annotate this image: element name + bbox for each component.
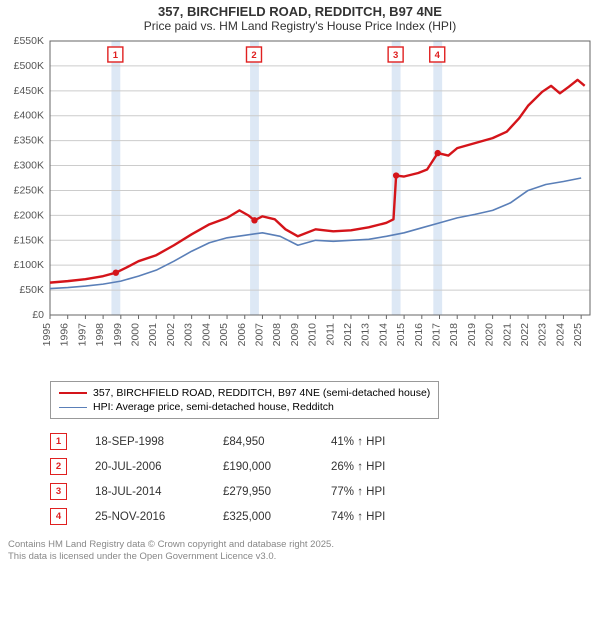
- legend-label: HPI: Average price, semi-detached house,…: [93, 401, 334, 413]
- svg-text:2023: 2023: [537, 323, 549, 347]
- sale-row: 4 25-NOV-2016 £325,000 74% ↑ HPI: [50, 504, 600, 529]
- legend-swatch: [59, 407, 87, 408]
- price-chart: £0 £50K £100K £150K £200K £250K £300K £350K £400…: [0, 35, 600, 375]
- sale-marker: 1: [50, 433, 67, 450]
- chart-container: 357, BIRCHFIELD ROAD, REDDITCH, B97 4NE …: [0, 0, 600, 564]
- sale-price: £325,000: [223, 511, 303, 523]
- svg-text:2017: 2017: [431, 323, 443, 347]
- svg-text:£550K: £550K: [14, 35, 44, 47]
- svg-text:£0: £0: [32, 309, 44, 321]
- svg-text:2005: 2005: [218, 323, 230, 347]
- svg-text:£250K: £250K: [14, 184, 44, 196]
- sale-pct: 26% ↑ HPI: [331, 461, 411, 473]
- svg-text:1999: 1999: [112, 323, 124, 347]
- svg-text:2012: 2012: [342, 323, 354, 347]
- sale-date: 18-SEP-1998: [95, 436, 195, 448]
- svg-text:2: 2: [251, 50, 256, 61]
- svg-text:1: 1: [113, 50, 119, 61]
- title-block: 357, BIRCHFIELD ROAD, REDDITCH, B97 4NE …: [0, 0, 600, 35]
- sale-row: 2 20-JUL-2006 £190,000 26% ↑ HPI: [50, 454, 600, 479]
- svg-text:1995: 1995: [41, 323, 53, 347]
- legend-row: HPI: Average price, semi-detached house,…: [59, 400, 430, 414]
- svg-text:2016: 2016: [413, 323, 425, 347]
- svg-text:2001: 2001: [147, 323, 159, 347]
- footnote-line2: This data is licensed under the Open Gov…: [8, 551, 592, 563]
- svg-text:2020: 2020: [484, 323, 496, 347]
- svg-text:1997: 1997: [76, 323, 88, 347]
- svg-text:2022: 2022: [519, 323, 531, 347]
- svg-text:£400K: £400K: [14, 110, 44, 122]
- svg-text:2014: 2014: [377, 323, 389, 347]
- title-main: 357, BIRCHFIELD ROAD, REDDITCH, B97 4NE: [0, 4, 600, 19]
- svg-text:2010: 2010: [307, 323, 319, 347]
- title-sub: Price paid vs. HM Land Registry's House …: [0, 19, 600, 33]
- svg-text:£350K: £350K: [14, 135, 44, 147]
- sales-table: 1 18-SEP-1998 £84,950 41% ↑ HPI 2 20-JUL-2006…: [50, 429, 600, 529]
- sale-pct: 77% ↑ HPI: [331, 486, 411, 498]
- sale-price: £279,950: [223, 486, 303, 498]
- sale-marker: 4: [50, 508, 67, 525]
- svg-text:2024: 2024: [554, 323, 566, 347]
- svg-text:2007: 2007: [253, 323, 265, 347]
- svg-text:£500K: £500K: [14, 60, 44, 72]
- svg-text:2015: 2015: [395, 323, 407, 347]
- svg-text:3: 3: [393, 50, 398, 61]
- svg-text:2018: 2018: [448, 323, 460, 347]
- sale-marker: 2: [50, 458, 67, 475]
- svg-text:2000: 2000: [130, 323, 142, 347]
- svg-text:1998: 1998: [94, 323, 106, 347]
- svg-text:2004: 2004: [200, 323, 212, 347]
- svg-text:2025: 2025: [572, 323, 584, 347]
- svg-text:2003: 2003: [183, 323, 195, 347]
- legend-row: 357, BIRCHFIELD ROAD, REDDITCH, B97 4NE …: [59, 386, 430, 400]
- svg-text:2011: 2011: [324, 323, 336, 346]
- svg-text:£300K: £300K: [14, 160, 44, 172]
- footnote: Contains HM Land Registry data © Crown c…: [8, 539, 592, 564]
- svg-text:4: 4: [435, 50, 441, 61]
- sale-pct: 41% ↑ HPI: [331, 436, 411, 448]
- svg-text:2009: 2009: [289, 323, 301, 347]
- legend-label: 357, BIRCHFIELD ROAD, REDDITCH, B97 4NE …: [93, 387, 430, 399]
- svg-text:1996: 1996: [59, 323, 71, 347]
- sale-date: 25-NOV-2016: [95, 511, 195, 523]
- sale-price: £84,950: [223, 436, 303, 448]
- sale-date: 18-JUL-2014: [95, 486, 195, 498]
- svg-text:2006: 2006: [236, 323, 248, 347]
- svg-text:2021: 2021: [501, 323, 513, 347]
- sale-price: £190,000: [223, 461, 303, 473]
- svg-text:£200K: £200K: [14, 209, 44, 221]
- svg-text:£100K: £100K: [14, 259, 44, 271]
- svg-text:£150K: £150K: [14, 234, 44, 246]
- sale-pct: 74% ↑ HPI: [331, 511, 411, 523]
- svg-text:2008: 2008: [271, 323, 283, 347]
- svg-text:2013: 2013: [360, 323, 372, 347]
- sale-date: 20-JUL-2006: [95, 461, 195, 473]
- svg-text:2019: 2019: [466, 323, 478, 347]
- legend-swatch: [59, 392, 87, 394]
- sale-marker: 3: [50, 483, 67, 500]
- sale-row: 1 18-SEP-1998 £84,950 41% ↑ HPI: [50, 429, 600, 454]
- legend: 357, BIRCHFIELD ROAD, REDDITCH, B97 4NE …: [50, 381, 439, 419]
- footnote-line1: Contains HM Land Registry data © Crown c…: [8, 539, 592, 551]
- svg-text:£450K: £450K: [14, 85, 44, 97]
- sale-row: 3 18-JUL-2014 £279,950 77% ↑ HPI: [50, 479, 600, 504]
- svg-text:£50K: £50K: [19, 284, 44, 296]
- svg-text:2002: 2002: [165, 323, 177, 347]
